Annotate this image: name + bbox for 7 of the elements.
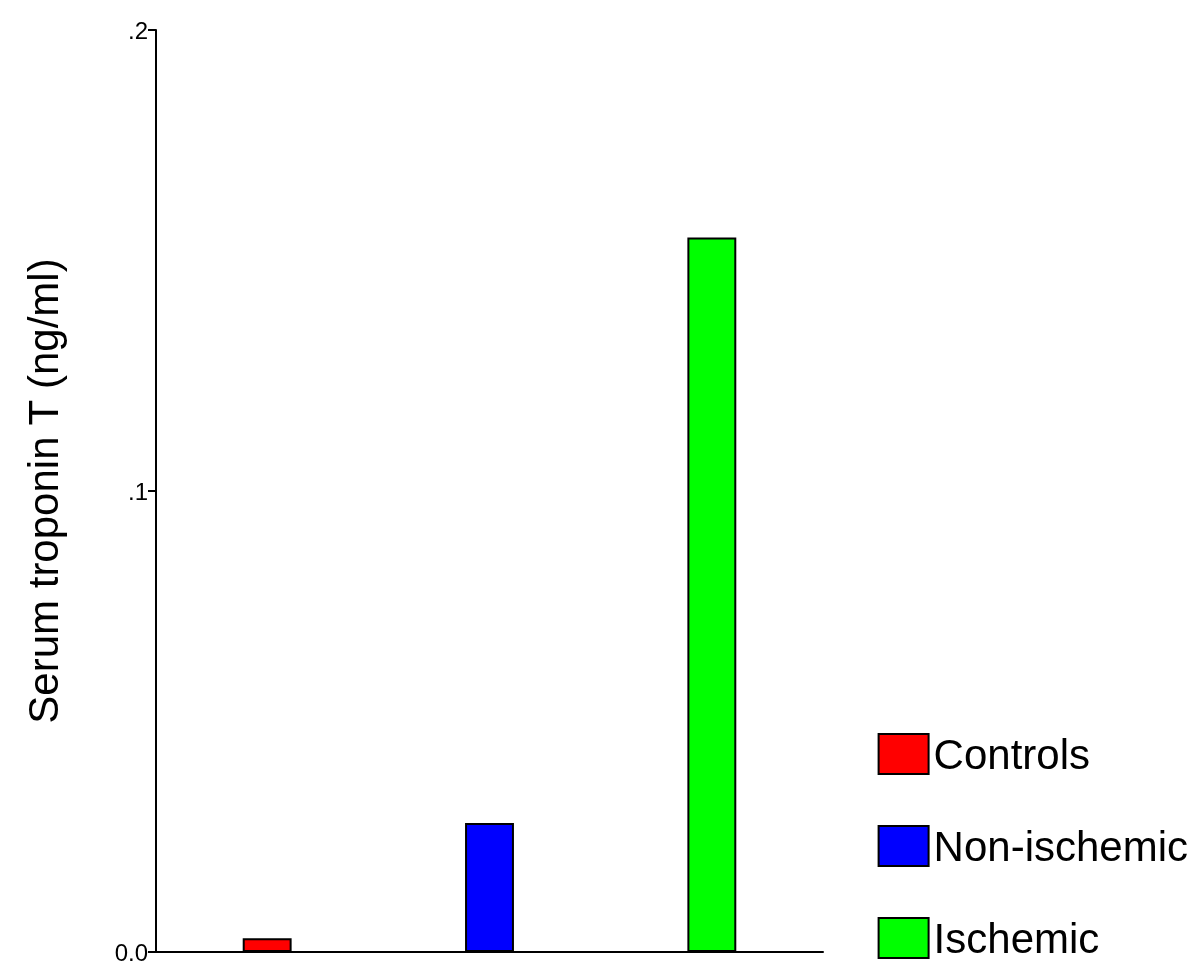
- legend-label: Non-ischemic: [933, 822, 1189, 870]
- legend-label: Controls: [933, 730, 1091, 778]
- y-tick-label: .1: [127, 477, 148, 505]
- y-axis-title: Serum troponin T (ng/ml): [19, 258, 67, 724]
- legend-label: Ischemic: [933, 914, 1100, 962]
- y-tick-label: 0.0: [114, 938, 148, 966]
- y-tick-label: .2: [127, 16, 148, 44]
